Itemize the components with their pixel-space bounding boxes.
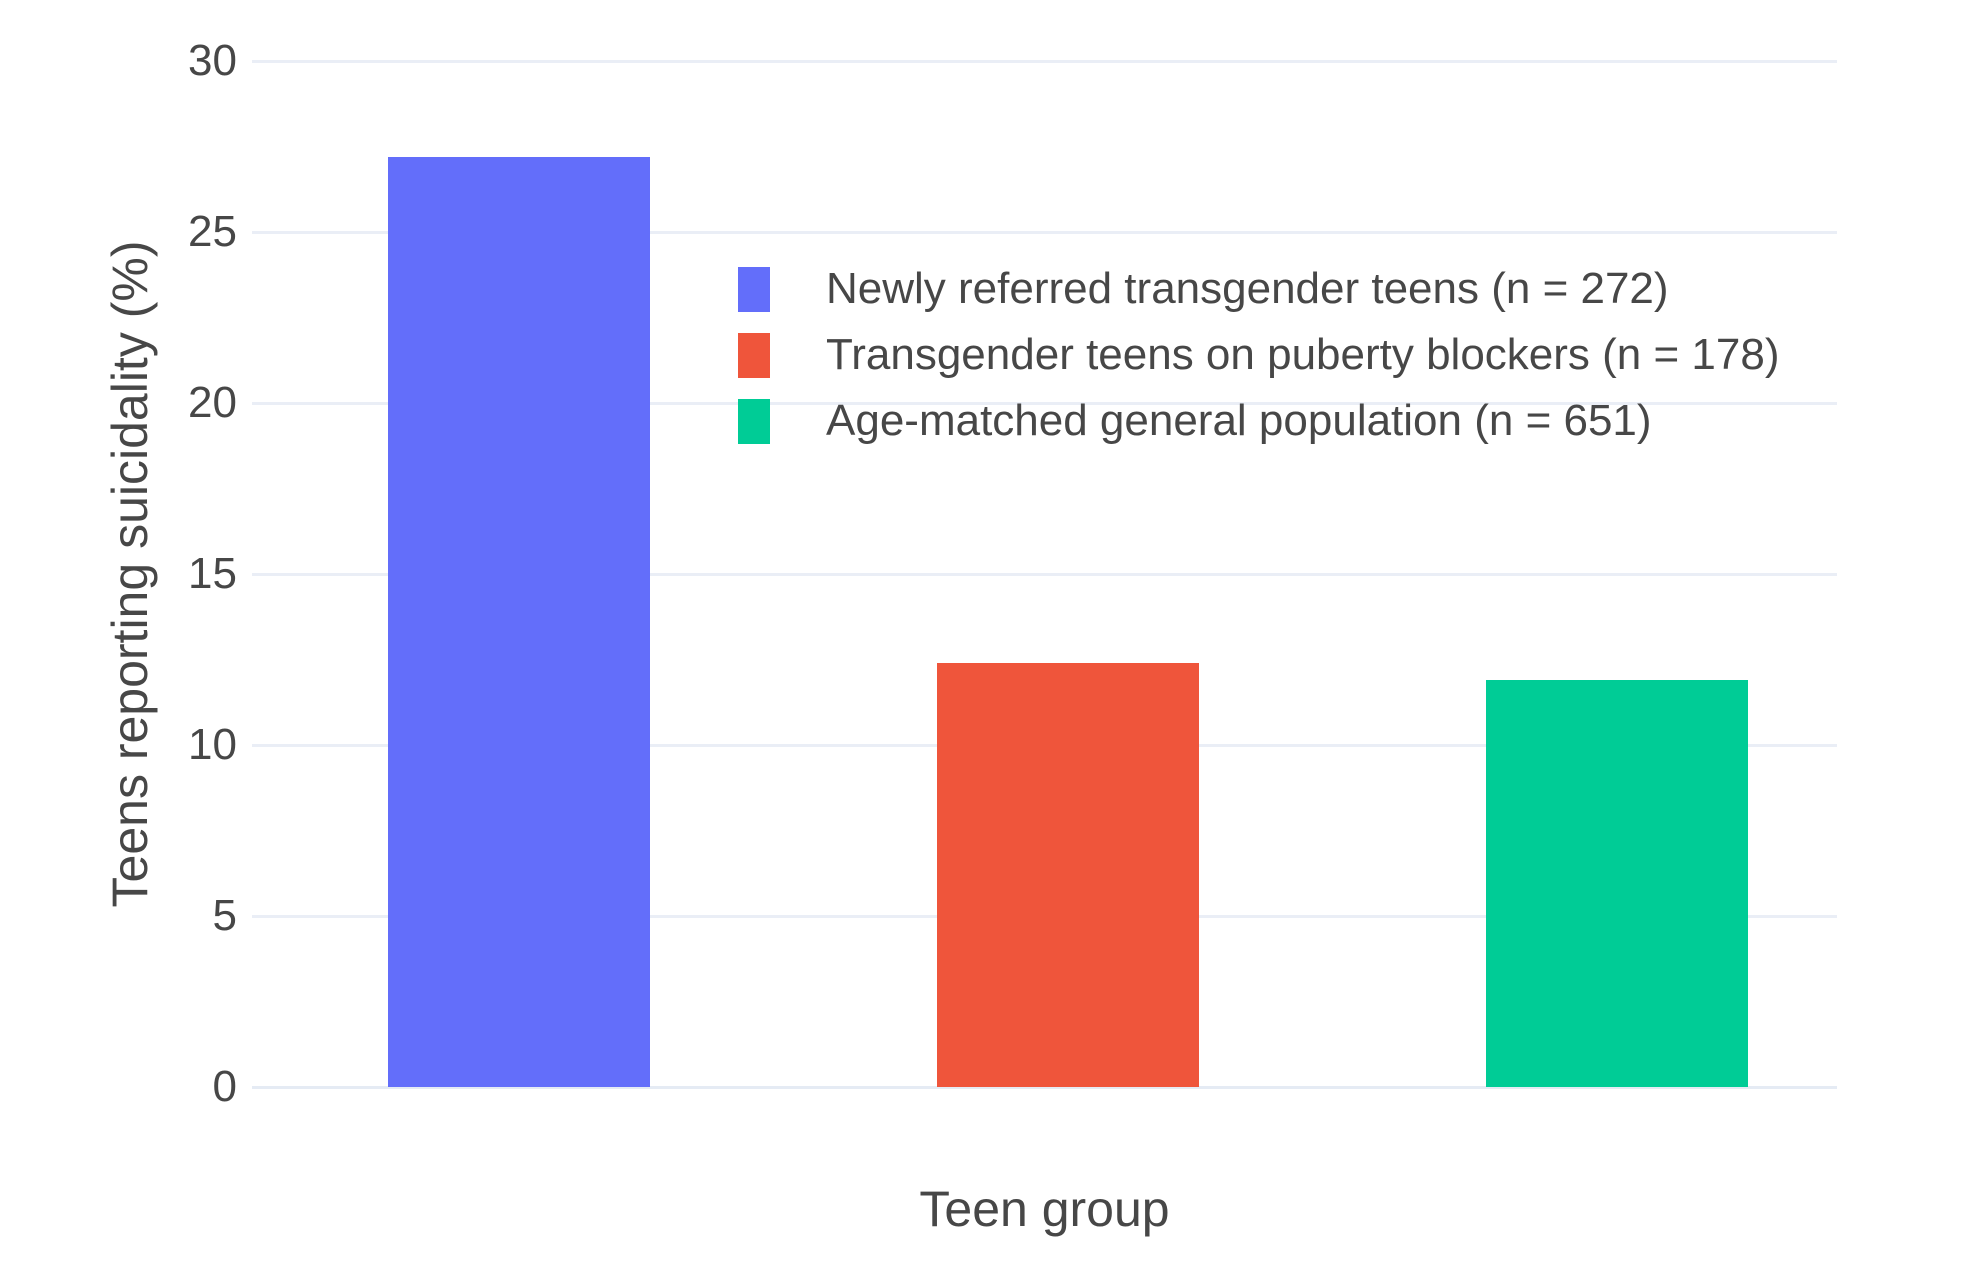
gridline-25 [252, 231, 1837, 234]
y-tick-label-25: 25 [188, 207, 237, 256]
legend-item-general-population[interactable]: Age-matched general population (n = 651) [738, 388, 1779, 454]
y-axis-title: Teens reporting suicidality (%) [102, 240, 158, 908]
bar-general-population [1486, 680, 1748, 1087]
x-axis-title: Teen group [919, 1181, 1170, 1237]
legend: Newly referred transgender teens (n = 27… [738, 256, 1779, 454]
legend-label: Transgender teens on puberty blockers (n… [826, 330, 1780, 379]
legend-item-newly-referred[interactable]: Newly referred transgender teens (n = 27… [738, 256, 1779, 322]
gridline-0 [252, 1086, 1837, 1089]
legend-label: Newly referred transgender teens (n = 27… [826, 264, 1669, 313]
y-tick-label-20: 20 [188, 378, 237, 427]
bar-newly-referred [388, 156, 650, 1087]
gridline-30 [252, 60, 1837, 63]
legend-label: Age-matched general population (n = 651) [826, 396, 1652, 445]
bar-puberty-blockers [937, 662, 1199, 1087]
legend-swatch-general-population [738, 398, 770, 444]
legend-swatch-newly-referred [738, 266, 770, 312]
gridline-20 [252, 402, 1837, 405]
legend-swatch-puberty-blockers [738, 332, 770, 378]
y-tick-label-10: 10 [188, 720, 237, 769]
y-tick-label-5: 5 [212, 891, 237, 940]
y-tick-label-30: 30 [188, 36, 237, 85]
gridline-15 [252, 573, 1837, 576]
legend-item-puberty-blockers[interactable]: Transgender teens on puberty blockers (n… [738, 322, 1779, 388]
y-tick-label-0: 0 [212, 1062, 237, 1111]
y-tick-label-15: 15 [188, 549, 237, 598]
